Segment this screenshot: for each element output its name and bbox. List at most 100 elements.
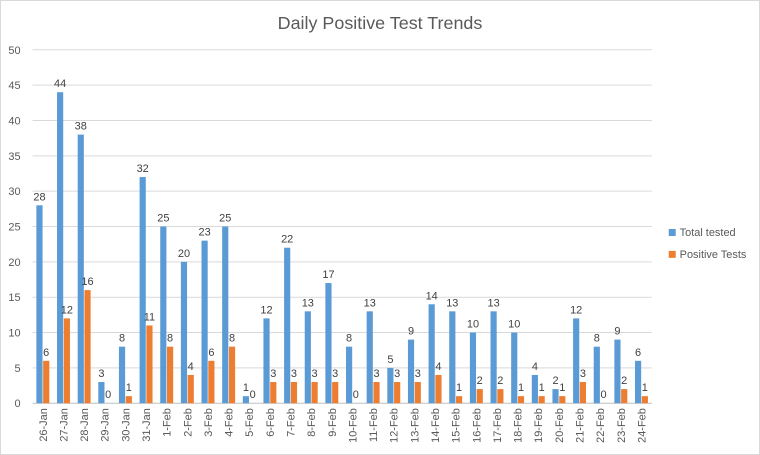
data-label-positive-tests: 6 xyxy=(208,347,214,359)
data-label-total-tested: 23 xyxy=(199,227,211,239)
bar-total-tested xyxy=(511,332,518,404)
bar-total-tested xyxy=(593,346,600,404)
chart-title: Daily Positive Test Trends xyxy=(278,13,483,33)
data-label-total-tested: 14 xyxy=(426,290,438,302)
y-tick-label: 5 xyxy=(14,363,20,375)
x-tick-label: 30-Jan xyxy=(120,408,132,441)
x-tick-label: 1-Feb xyxy=(162,408,174,437)
x-tick-label: 5-Feb xyxy=(244,408,256,437)
bar-positive-tests xyxy=(270,382,277,404)
data-label-total-tested: 38 xyxy=(75,121,87,133)
y-axis: 0 5 10 15 20 25 30 35 40 45 50 xyxy=(8,45,20,410)
bar-positive-tests xyxy=(455,396,463,404)
bar-total-tested xyxy=(284,247,291,404)
bar-total-tested xyxy=(366,311,373,404)
bar-total-tested xyxy=(325,283,332,404)
bar-total-tested xyxy=(77,134,84,404)
bar-positive-tests xyxy=(208,360,215,404)
bar-positive-tests xyxy=(373,382,380,404)
x-tick-label: 21-Feb xyxy=(575,408,587,443)
legend: Total tested Positive Tests xyxy=(668,227,747,261)
bar-positive-tests xyxy=(476,389,483,404)
data-label-total-tested: 13 xyxy=(488,297,500,309)
bar-positive-tests xyxy=(641,396,648,404)
bar-positive-tests xyxy=(125,396,132,404)
data-label-positive-tests: 0 xyxy=(601,389,607,401)
x-tick-label: 13-Feb xyxy=(409,408,421,443)
data-label-total-tested: 28 xyxy=(33,191,45,203)
y-tick-label: 20 xyxy=(8,257,20,269)
data-label-total-tested: 5 xyxy=(387,354,393,366)
bar-positive-tests xyxy=(290,382,298,404)
bar-total-tested xyxy=(346,346,353,404)
data-label-total-tested: 32 xyxy=(137,163,149,175)
data-label-positive-tests: 3 xyxy=(373,368,379,380)
bar-total-tested xyxy=(407,339,415,404)
bar-positive-tests xyxy=(579,382,587,404)
x-tick-label: 20-Feb xyxy=(554,408,566,443)
x-tick-label: 23-Feb xyxy=(616,408,628,443)
data-label-positive-tests: 3 xyxy=(291,368,297,380)
data-label-positive-tests: 1 xyxy=(539,382,545,394)
y-tick-label: 45 xyxy=(8,80,20,92)
bar-positive-tests xyxy=(517,396,525,404)
x-tick-label: 26-Jan xyxy=(38,408,50,441)
y-tick-label: 35 xyxy=(8,151,20,163)
data-label-positive-tests: 16 xyxy=(81,276,93,288)
bar-positive-tests xyxy=(311,382,318,404)
data-label-positive-tests: 0 xyxy=(105,389,111,401)
bar-positive-tests xyxy=(84,290,91,404)
data-label-positive-tests: 1 xyxy=(559,382,565,394)
data-label-total-tested: 9 xyxy=(408,326,414,338)
bar-total-tested xyxy=(139,177,146,404)
legend-swatch xyxy=(668,228,676,236)
x-tick-label: 18-Feb xyxy=(513,408,525,443)
bar-total-tested xyxy=(573,318,580,404)
bar-positive-tests xyxy=(167,346,174,404)
legend-label: Total tested xyxy=(680,227,736,239)
bar-total-tested xyxy=(387,367,394,404)
data-label-total-tested: 17 xyxy=(322,269,334,281)
y-tick-label: 30 xyxy=(8,186,20,198)
data-label-total-tested: 10 xyxy=(467,319,479,331)
data-label-positive-tests: 4 xyxy=(435,361,441,373)
bar-total-tested xyxy=(242,396,249,404)
data-label-total-tested: 8 xyxy=(346,333,352,345)
x-tick-label: 10-Feb xyxy=(347,408,359,443)
y-tick-label: 50 xyxy=(8,45,20,57)
data-label-total-tested: 12 xyxy=(570,304,582,316)
data-label-total-tested: 25 xyxy=(157,213,169,225)
bar-positive-tests xyxy=(621,389,628,404)
data-label-total-tested: 12 xyxy=(260,304,272,316)
data-label-total-tested: 44 xyxy=(54,78,66,90)
bar-total-tested xyxy=(490,311,497,404)
data-label-total-tested: 6 xyxy=(635,347,641,359)
y-tick-label: 15 xyxy=(8,292,20,304)
bar-total-tested xyxy=(263,318,270,404)
bar-total-tested xyxy=(36,205,43,404)
bar-total-tested xyxy=(531,374,538,404)
data-label-total-tested: 10 xyxy=(508,319,520,331)
x-tick-label: 27-Jan xyxy=(58,408,70,441)
x-tick-label: 17-Feb xyxy=(492,408,504,443)
data-label-positive-tests: 8 xyxy=(229,333,235,345)
bar-total-tested xyxy=(180,261,188,404)
x-tick-label: 31-Jan xyxy=(141,408,153,441)
data-label-total-tested: 8 xyxy=(594,333,600,345)
x-tick-label: 7-Feb xyxy=(286,408,298,437)
data-label-positive-tests: 1 xyxy=(642,382,648,394)
data-label-positive-tests: 8 xyxy=(167,333,173,345)
data-label-positive-tests: 12 xyxy=(61,304,73,316)
data-labels: 2864412381630813211258204236258101232231… xyxy=(33,78,648,401)
x-tick-label: 28-Jan xyxy=(79,408,91,441)
data-label-positive-tests: 6 xyxy=(43,347,49,359)
bar-total-tested xyxy=(201,240,208,404)
bar-positive-tests xyxy=(414,382,421,404)
bar-total-tested xyxy=(635,360,642,404)
bar-positive-tests xyxy=(559,396,566,404)
x-tick-label: 3-Feb xyxy=(203,408,215,437)
data-label-positive-tests: 3 xyxy=(415,368,421,380)
legend-swatch xyxy=(668,250,676,258)
bar-total-tested xyxy=(304,311,311,404)
